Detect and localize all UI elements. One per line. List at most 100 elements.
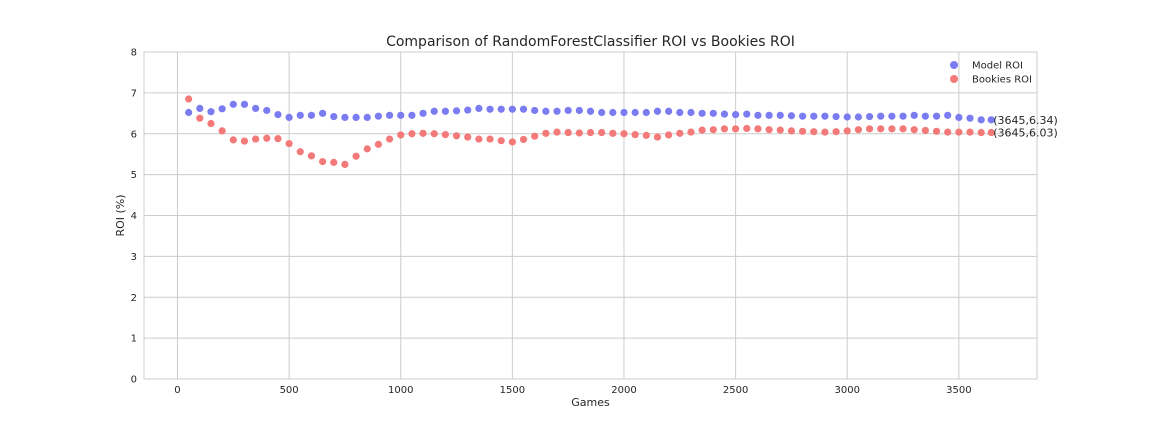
data-point (274, 135, 282, 143)
data-point (553, 107, 561, 115)
data-point (987, 128, 995, 137)
data-point (575, 129, 583, 137)
data-point (218, 105, 226, 113)
data-point (720, 110, 729, 118)
data-point (687, 128, 695, 136)
data-point (776, 126, 784, 134)
data-point (843, 113, 851, 121)
data-point (419, 129, 427, 137)
data-point (586, 107, 595, 115)
y-tick-label: 8 (131, 48, 137, 59)
data-point (319, 109, 327, 117)
data-point (397, 111, 405, 119)
data-point (229, 136, 237, 144)
data-point (821, 128, 829, 136)
data-point (307, 111, 316, 119)
data-point (698, 109, 706, 117)
data-point (553, 128, 561, 136)
data-point (575, 106, 583, 115)
series-model-roi (185, 100, 995, 124)
data-point (531, 132, 539, 140)
data-point (709, 126, 717, 134)
data-point (609, 108, 617, 117)
data-point (598, 128, 606, 137)
x-tick-label: 1500 (500, 385, 525, 396)
data-point (665, 107, 673, 115)
legend: Model ROI Bookies ROI (950, 61, 1032, 86)
data-point (966, 114, 974, 122)
x-tick-label: 1000 (388, 385, 413, 396)
data-point (910, 126, 918, 134)
data-point (408, 130, 416, 138)
data-point (341, 113, 349, 121)
point-annotation: (3645,6.34) (993, 114, 1058, 127)
data-point (252, 104, 260, 113)
x-tick-label: 0 (174, 385, 180, 396)
data-point (821, 112, 829, 120)
data-point (475, 104, 483, 113)
series-bookies-roi (185, 95, 995, 169)
data-point (676, 108, 684, 117)
data-point (452, 107, 461, 115)
data-point (877, 112, 885, 120)
data-point (955, 128, 963, 136)
data-point (486, 105, 494, 113)
data-point (196, 114, 204, 122)
data-point (732, 110, 740, 119)
data-point (787, 127, 796, 135)
data-point (932, 112, 941, 120)
data-point (430, 130, 438, 138)
data-point (620, 108, 628, 117)
y-tick-label: 3 (131, 252, 137, 263)
data-point (296, 111, 304, 119)
data-point (921, 112, 929, 120)
data-point (430, 107, 438, 115)
data-point (765, 126, 773, 134)
data-point (385, 135, 394, 143)
data-point (966, 128, 974, 136)
data-point (932, 127, 941, 135)
data-point (408, 111, 416, 119)
data-point (586, 128, 595, 137)
data-point (743, 110, 751, 118)
data-point (352, 113, 360, 121)
data-point (865, 125, 874, 133)
data-point (888, 112, 896, 120)
data-point (854, 113, 863, 121)
data-point (877, 125, 885, 133)
data-point (564, 128, 572, 137)
data-point (743, 124, 751, 133)
data-point (508, 105, 516, 113)
data-point (497, 137, 505, 145)
data-point (296, 148, 304, 156)
data-point (363, 145, 371, 153)
data-point (798, 112, 807, 120)
data-point (419, 109, 427, 117)
data-point (732, 125, 740, 133)
data-point (865, 112, 874, 121)
data-point (564, 106, 572, 115)
data-point (397, 131, 405, 139)
data-point (854, 126, 863, 134)
data-point (754, 125, 762, 133)
data-point (720, 125, 729, 133)
data-point (810, 128, 818, 136)
data-point (464, 106, 472, 114)
data-point (218, 127, 226, 135)
data-point (252, 135, 260, 143)
data-point (598, 108, 606, 117)
data-point (620, 130, 628, 138)
data-point (955, 113, 963, 121)
y-tick-label: 2 (131, 293, 137, 304)
data-point (452, 132, 461, 140)
data-point (274, 110, 282, 119)
data-point (944, 128, 952, 136)
data-point (888, 125, 896, 133)
data-point (196, 104, 204, 113)
data-point (653, 133, 662, 141)
data-point (185, 95, 193, 103)
data-point (319, 157, 327, 166)
chart-title: Comparison of RandomForestClassifier ROI… (386, 34, 795, 50)
data-point (631, 130, 639, 139)
